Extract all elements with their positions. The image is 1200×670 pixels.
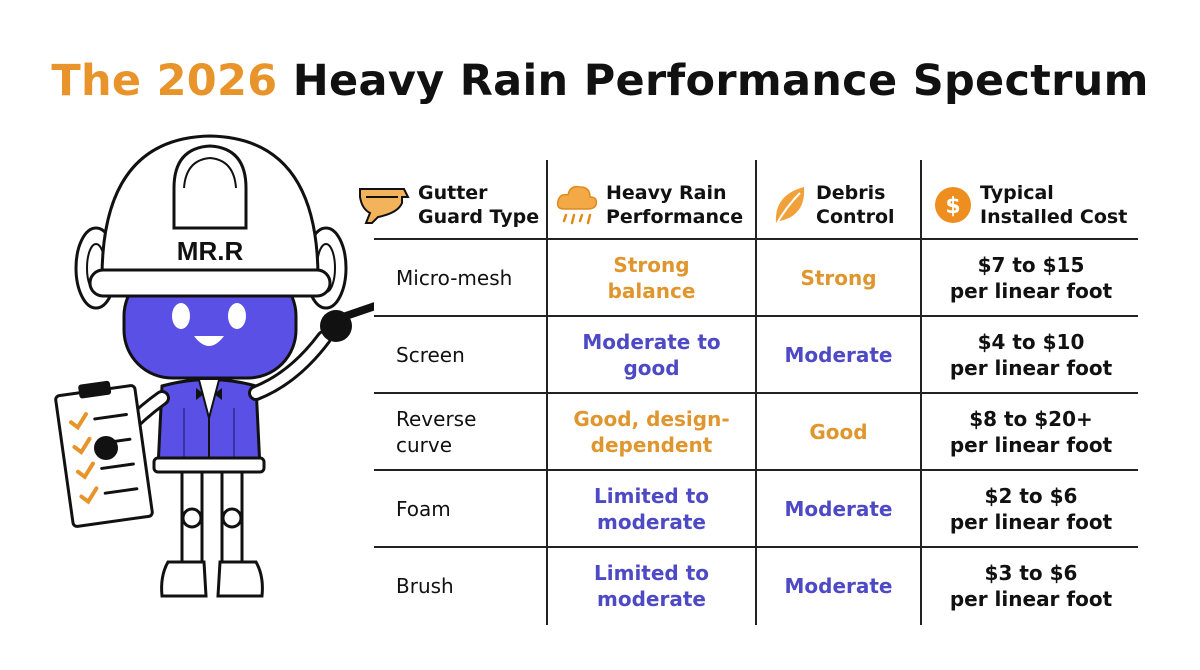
mascot-illustration: MR.R bbox=[54, 134, 374, 598]
table-row-type: Reverse curve bbox=[396, 406, 477, 457]
table-row-debris: Moderate bbox=[784, 496, 893, 521]
table-row-performance: Strong balance bbox=[607, 252, 696, 303]
gutter-icon bbox=[359, 188, 410, 224]
row-divider bbox=[374, 238, 1138, 240]
title-rest: Heavy Rain Performance Spectrum bbox=[292, 56, 1149, 106]
header-cost: $ Typical Installed Cost bbox=[934, 172, 1140, 238]
title-accent: The 2026 bbox=[51, 56, 278, 106]
svg-text:$: $ bbox=[945, 194, 960, 219]
table-row-cost: $4 to $10 per linear foot bbox=[949, 329, 1113, 380]
row-divider bbox=[374, 469, 1138, 471]
leaf-icon bbox=[775, 187, 805, 226]
helmet-label: MR.R bbox=[177, 236, 244, 266]
header-guard-type-line2: Guard Type bbox=[418, 206, 540, 228]
header-heavy-rain-line2: Performance bbox=[606, 206, 744, 228]
header-heavy-rain: Heavy Rain Performance bbox=[556, 172, 752, 238]
header-cost-line1: Typical bbox=[980, 182, 1054, 204]
header-heavy-rain-line1: Heavy Rain bbox=[606, 182, 727, 204]
comparison-table: Gutter Guard Type Heavy Rain Performance… bbox=[358, 160, 1140, 625]
page-title: The 2026 Heavy Rain Performance Spectrum bbox=[0, 56, 1200, 106]
rain-cloud-icon bbox=[556, 185, 598, 225]
table-row-performance: Good, design-dependent bbox=[573, 406, 730, 457]
table-row-type: Foam bbox=[396, 496, 451, 521]
table-row-debris: Moderate bbox=[784, 573, 893, 598]
header-guard-type-line1: Gutter bbox=[418, 182, 488, 204]
row-divider bbox=[374, 392, 1138, 394]
table-row-performance: Limited to moderate bbox=[594, 560, 709, 611]
row-divider bbox=[374, 546, 1138, 548]
row-divider bbox=[374, 315, 1138, 317]
header-cost-line2: Installed Cost bbox=[980, 206, 1128, 228]
table-row-performance: Moderate to good bbox=[582, 329, 721, 380]
header-debris-line1: Debris bbox=[816, 182, 886, 204]
table-row-debris: Moderate bbox=[784, 342, 893, 367]
table-row-performance: Limited to moderate bbox=[594, 483, 709, 534]
table-row-type: Screen bbox=[396, 342, 465, 367]
table-row-cost: $7 to $15 per linear foot bbox=[949, 252, 1113, 303]
table-row-cost: $3 to $6 per linear foot bbox=[949, 560, 1113, 611]
header-debris: Debris Control bbox=[772, 172, 918, 238]
table-row-debris: Strong bbox=[800, 265, 877, 290]
header-debris-line2: Control bbox=[816, 206, 895, 228]
header-guard-type: Gutter Guard Type bbox=[358, 172, 544, 238]
table-row-cost: $8 to $20+ per linear foot bbox=[949, 406, 1113, 457]
table-row-cost: $2 to $6 per linear foot bbox=[949, 483, 1113, 534]
table-row-debris: Good bbox=[809, 419, 868, 444]
table-row-type: Brush bbox=[396, 573, 454, 598]
table-row-type: Micro-mesh bbox=[396, 265, 513, 290]
dollar-coin-icon: $ bbox=[935, 187, 971, 223]
